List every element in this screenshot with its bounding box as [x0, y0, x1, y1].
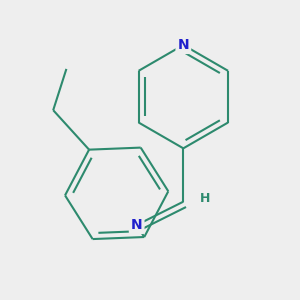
- Text: H: H: [200, 192, 210, 205]
- Text: N: N: [131, 218, 142, 232]
- Text: N: N: [178, 38, 189, 52]
